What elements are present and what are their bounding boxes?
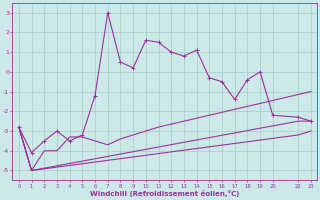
X-axis label: Windchill (Refroidissement éolien,°C): Windchill (Refroidissement éolien,°C) [90,190,240,197]
